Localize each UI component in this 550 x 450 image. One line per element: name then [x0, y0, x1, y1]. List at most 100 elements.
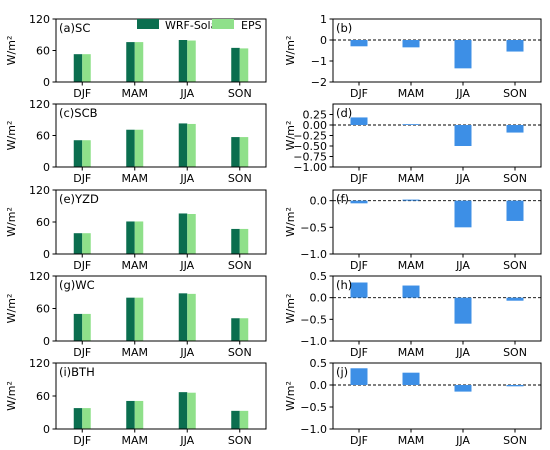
bar-diff-son — [506, 200, 524, 221]
x-tick-label-djf: DJF — [350, 259, 368, 272]
x-tick-label-jja: JJA — [179, 172, 194, 185]
x-tick-label-jja: JJA — [455, 172, 470, 185]
bar-eps-mam — [134, 221, 144, 254]
y-tick-label: −2 — [311, 76, 327, 89]
y-tick-label: −1.0 — [300, 248, 327, 261]
x-tick-label-mam: MAM — [398, 346, 425, 359]
bar-eps-djf — [82, 140, 91, 167]
panel-asc: 0 60 120 DJF MAM JJA SON W/m² (a)SC — [5, 13, 267, 100]
bar-wrf-solar-djf — [73, 140, 83, 167]
bar-eps-djf — [82, 408, 91, 429]
bar-wrf-solar-mam — [126, 400, 135, 429]
y-tick-label: 120 — [29, 184, 50, 197]
bar-wrf-solar-djf — [73, 408, 83, 429]
x-tick-label-mam: MAM — [398, 259, 425, 272]
panel-b: −2 −1 0 1 DJF MAM JJA SON W/m² (b) — [284, 13, 542, 100]
x-tick-label-djf: DJF — [73, 172, 91, 185]
panel-label: (g)WC — [59, 278, 95, 292]
panel-label: (f) — [336, 192, 349, 206]
panel-label: (a)SC — [59, 21, 90, 35]
legend-swatch-eps — [212, 19, 234, 29]
bar-wrf-solar-son — [231, 410, 240, 429]
legend: WRF-Solar EPS — [137, 19, 262, 32]
y-tick-label: 60 — [36, 390, 50, 403]
x-tick-label-mam: MAM — [121, 87, 148, 100]
bar-wrf-solar-djf — [73, 313, 83, 341]
y-tick-label: −0.5 — [300, 313, 327, 326]
y-tick-label: 0.5 — [310, 357, 328, 370]
bar-wrf-solar-jja — [178, 40, 188, 82]
bar-wrf-solar-jja — [178, 123, 188, 167]
bar-diff-mam — [402, 285, 420, 298]
panel-j: −1.0 −0.5 0.0 0.5 DJF MAM JJA SON W/m² (j) — [284, 357, 542, 447]
x-tick-label-son: SON — [503, 259, 527, 272]
y-tick-label: 60 — [36, 303, 50, 316]
bar-wrf-solar-son — [231, 137, 240, 167]
y-tick-label: 0.0 — [310, 379, 328, 392]
panel-h: −1.0 −0.5 0.0 0.5 DJF MAM JJA SON W/m² (h) — [284, 270, 542, 359]
panel-f: −1.0 −0.5 0.0 DJF MAM JJA SON W/m² (f) — [284, 189, 542, 272]
x-tick-label-mam: MAM — [121, 346, 148, 359]
panel-gwc: 0 60 120 DJF MAM JJA SON W/m² (g)WC — [5, 270, 267, 359]
y-axis-label: W/m² — [5, 207, 18, 237]
x-tick-label-son: SON — [503, 346, 527, 359]
y-tick-label: 0 — [43, 248, 50, 261]
bar-wrf-solar-jja — [178, 392, 188, 429]
legend-label-eps: EPS — [241, 19, 262, 32]
panel-label: (b) — [336, 21, 352, 35]
y-tick-label: −1.00 — [293, 161, 327, 174]
bar-diff-jja — [454, 385, 472, 392]
x-tick-label-son: SON — [503, 434, 527, 447]
y-tick-label: −0.5 — [300, 401, 327, 414]
x-tick-label-son: SON — [503, 172, 527, 185]
bar-wrf-solar-mam — [126, 221, 135, 254]
x-tick-label-jja: JJA — [179, 87, 194, 100]
bar-eps-djf — [82, 313, 91, 341]
bar-diff-son — [506, 297, 524, 301]
y-tick-label: 1 — [320, 13, 327, 26]
bar-diff-jja — [454, 297, 472, 324]
bar-wrf-solar-son — [231, 228, 240, 254]
y-tick-label: −0.75 — [293, 151, 327, 164]
bar-eps-son — [239, 410, 249, 429]
x-tick-label-mam: MAM — [121, 172, 148, 185]
bar-eps-son — [239, 137, 249, 167]
bar-eps-mam — [134, 42, 144, 82]
y-tick-label: −1.0 — [300, 335, 327, 348]
y-axis-label: W/m² — [5, 36, 18, 66]
y-axis-label: W/m² — [284, 381, 297, 411]
x-tick-label-djf: DJF — [350, 346, 368, 359]
y-tick-label: 0.0 — [310, 195, 328, 208]
x-tick-label-djf: DJF — [350, 434, 368, 447]
y-tick-label: −0.25 — [293, 130, 327, 143]
x-tick-label-mam: MAM — [398, 87, 425, 100]
bar-diff-mam — [402, 372, 420, 385]
bar-wrf-solar-jja — [178, 213, 188, 254]
y-tick-label: 0 — [320, 34, 327, 47]
bar-eps-djf — [82, 54, 91, 82]
bar-diff-djf — [350, 40, 368, 47]
axes-frame — [332, 103, 542, 168]
y-tick-label: −1 — [311, 55, 327, 68]
bar-wrf-solar-djf — [73, 233, 83, 254]
panel-d: −1.00−0.75−0.50−0.250.000.25 DJF MAM JJA SON… — [284, 103, 542, 185]
legend-label-wrf-solar: WRF-Solar — [165, 19, 222, 32]
bar-eps-mam — [134, 400, 144, 429]
panel-label: (c)SCB — [59, 106, 98, 120]
bar-eps-jja — [187, 293, 196, 341]
x-tick-label-jja: JJA — [455, 434, 470, 447]
panel-label: (h) — [336, 278, 352, 292]
y-tick-label: −0.50 — [293, 140, 327, 153]
x-tick-label-mam: MAM — [398, 172, 425, 185]
panel-label: (d) — [336, 106, 352, 120]
bar-wrf-solar-mam — [126, 129, 135, 167]
x-tick-label-djf: DJF — [350, 87, 368, 100]
y-axis-label: W/m² — [284, 121, 297, 151]
bar-eps-son — [239, 318, 249, 341]
y-tick-label: 60 — [36, 216, 50, 229]
y-tick-label: 120 — [29, 13, 50, 26]
x-tick-label-jja: JJA — [455, 87, 470, 100]
x-tick-label-son: SON — [228, 346, 252, 359]
y-tick-label: 120 — [29, 98, 50, 111]
x-tick-label-jja: JJA — [179, 346, 194, 359]
